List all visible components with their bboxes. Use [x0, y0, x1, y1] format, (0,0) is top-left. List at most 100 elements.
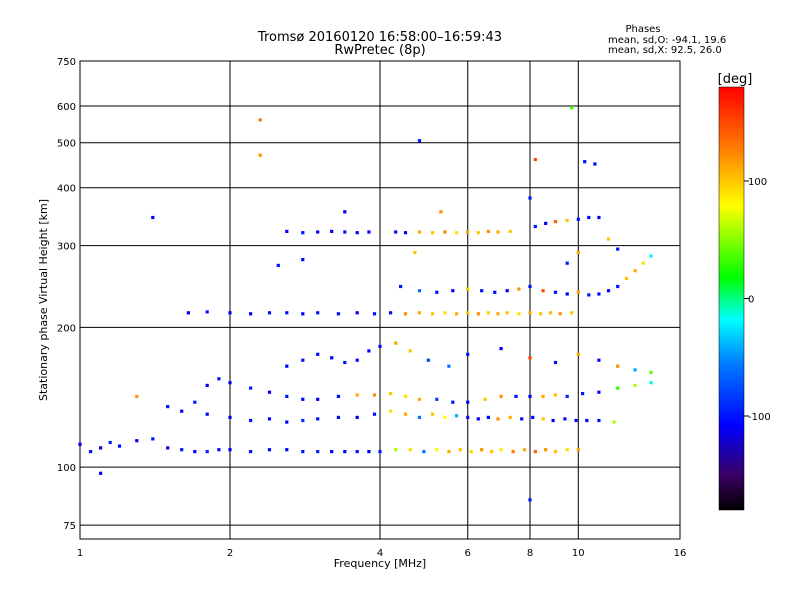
x-tick-label: 6	[465, 548, 471, 559]
data-point	[597, 358, 601, 362]
data-point	[135, 439, 139, 443]
data-point	[517, 312, 521, 316]
data-point	[451, 289, 455, 293]
data-point	[505, 289, 509, 293]
data-point	[316, 397, 320, 401]
data-point	[394, 448, 398, 452]
data-point	[531, 415, 535, 419]
data-point	[476, 231, 480, 235]
data-point	[616, 247, 620, 251]
data-point	[576, 352, 580, 356]
data-point	[469, 450, 473, 454]
data-point	[193, 450, 197, 454]
data-point	[466, 287, 470, 291]
data-point	[316, 230, 320, 234]
data-point	[399, 284, 403, 289]
data-point	[508, 415, 512, 419]
data-point	[649, 381, 653, 385]
colorbar	[718, 86, 745, 511]
data-point	[606, 289, 611, 293]
data-point	[551, 418, 555, 423]
y-tick-label: 500	[57, 139, 76, 150]
data-point	[417, 397, 422, 401]
data-point	[343, 210, 347, 214]
data-point	[499, 448, 503, 452]
data-point	[496, 230, 500, 234]
data-point	[486, 311, 490, 315]
data-points	[78, 106, 653, 502]
data-point	[301, 258, 305, 262]
data-point	[476, 417, 480, 421]
data-point	[343, 450, 347, 454]
data-point	[533, 157, 537, 162]
data-point	[285, 448, 289, 452]
data-point	[249, 418, 253, 423]
data-point	[417, 139, 422, 143]
data-point	[541, 394, 545, 398]
data-point	[378, 450, 382, 454]
data-point	[180, 448, 184, 452]
data-point	[403, 412, 408, 416]
data-point	[316, 311, 320, 315]
data-point	[576, 250, 580, 255]
data-point	[316, 450, 320, 454]
data-point	[539, 312, 543, 316]
x-axis-label: Frequency [MHz]	[334, 557, 426, 570]
data-point	[520, 417, 524, 421]
data-point	[455, 312, 459, 316]
data-point	[553, 360, 558, 365]
y-tick-labels: 75 100 200 300 400 500 600 750	[57, 57, 76, 532]
data-point	[193, 400, 197, 404]
data-point	[633, 383, 637, 387]
data-point	[541, 417, 545, 421]
data-point	[570, 106, 574, 110]
data-point	[587, 293, 591, 297]
x-tick-label: 16	[674, 548, 687, 559]
data-point	[533, 450, 537, 454]
data-point	[403, 394, 408, 398]
data-point	[301, 418, 305, 423]
data-point	[249, 312, 253, 316]
data-point	[417, 230, 422, 234]
data-point	[587, 215, 591, 220]
data-point	[367, 450, 371, 454]
y-tick-label: 400	[57, 184, 76, 195]
data-point	[166, 405, 170, 409]
data-point	[89, 450, 93, 454]
data-point	[447, 364, 451, 368]
data-point	[447, 450, 451, 454]
data-point	[301, 397, 305, 401]
x-tick-label: 8	[527, 548, 533, 559]
data-point	[343, 230, 347, 234]
data-point	[330, 356, 334, 360]
data-point	[205, 310, 209, 314]
data-point	[508, 229, 512, 233]
data-point	[558, 312, 562, 316]
data-point	[78, 442, 82, 446]
data-point	[330, 229, 334, 233]
data-point	[593, 162, 597, 166]
data-point	[258, 153, 262, 157]
data-point	[413, 250, 417, 255]
data-point	[417, 289, 422, 293]
data-point	[576, 217, 580, 221]
data-point	[480, 448, 484, 452]
data-point	[108, 440, 112, 445]
data-point	[330, 450, 334, 454]
data-point	[563, 417, 567, 421]
data-point	[267, 390, 272, 394]
data-point	[528, 394, 532, 398]
data-point	[166, 446, 170, 450]
data-point	[496, 312, 500, 316]
y-tick-label: 600	[57, 102, 76, 113]
data-point	[553, 393, 558, 397]
data-point	[576, 290, 580, 294]
data-point	[217, 448, 221, 452]
data-point	[435, 397, 439, 401]
data-point	[499, 347, 503, 351]
colorbar-label: [deg]	[718, 72, 753, 87]
data-point	[528, 284, 532, 289]
data-point	[205, 383, 209, 387]
data-point	[439, 210, 443, 214]
